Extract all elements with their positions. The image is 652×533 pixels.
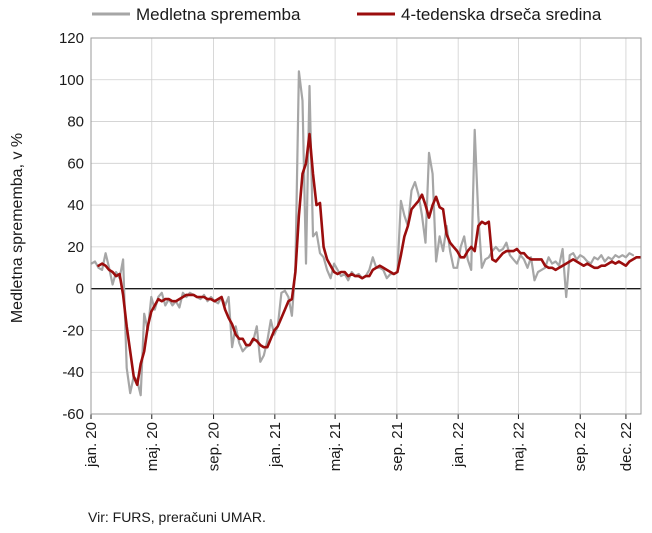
y-tick-label: 120: [59, 30, 84, 47]
series-line-yoy: [90, 70, 635, 397]
y-tick-label: 80: [67, 114, 84, 131]
x-tick-label: maj. 21: [327, 422, 344, 471]
y-tick-label: 100: [59, 72, 84, 89]
y-tick-label: -20: [62, 322, 84, 339]
x-tick-label: sep. 21: [389, 422, 406, 471]
y-tick-label: 20: [67, 239, 84, 256]
y-tick-label: 40: [67, 197, 84, 214]
y-tick-label: -60: [62, 406, 84, 423]
x-tick-label: sep. 20: [206, 422, 223, 471]
x-axis-ticks: jan. 20 maj. 20 sep. 20 jan. 21 maj. 21 sep. …: [83, 414, 635, 471]
series-line-moving-average: [97, 132, 642, 387]
x-tick-label: dec. 22: [618, 422, 635, 471]
y-axis-ticks: -60 -40 -20 0 20 40 60 80 100 120: [59, 30, 84, 423]
x-tick-label: maj. 22: [510, 422, 527, 471]
y-tick-label: 60: [67, 155, 84, 172]
y-tick-label: 0: [76, 281, 84, 298]
y-tick-label: -40: [62, 364, 84, 381]
x-tick-label: jan. 20: [83, 422, 100, 468]
plot-frame: [90, 37, 642, 415]
series-lines: [90, 70, 642, 397]
source-note: Vir: FURS, preračuni UMAR.: [88, 509, 266, 525]
legend-label-yoy: Medletna sprememba: [136, 5, 301, 24]
x-tick-label: jan. 21: [267, 422, 284, 468]
legend: Medletna sprememba 4-tedenska drseča sre…: [92, 5, 602, 24]
y-axis-label: Medletna sprememba, v %: [9, 133, 26, 323]
x-tick-label: maj. 20: [144, 422, 161, 471]
gridlines: [90, 37, 641, 415]
x-tick-label: sep. 22: [572, 422, 589, 471]
legend-label-moving-average: 4-tedenska drseča sredina: [401, 5, 602, 24]
x-tick-label: jan. 22: [450, 422, 467, 468]
